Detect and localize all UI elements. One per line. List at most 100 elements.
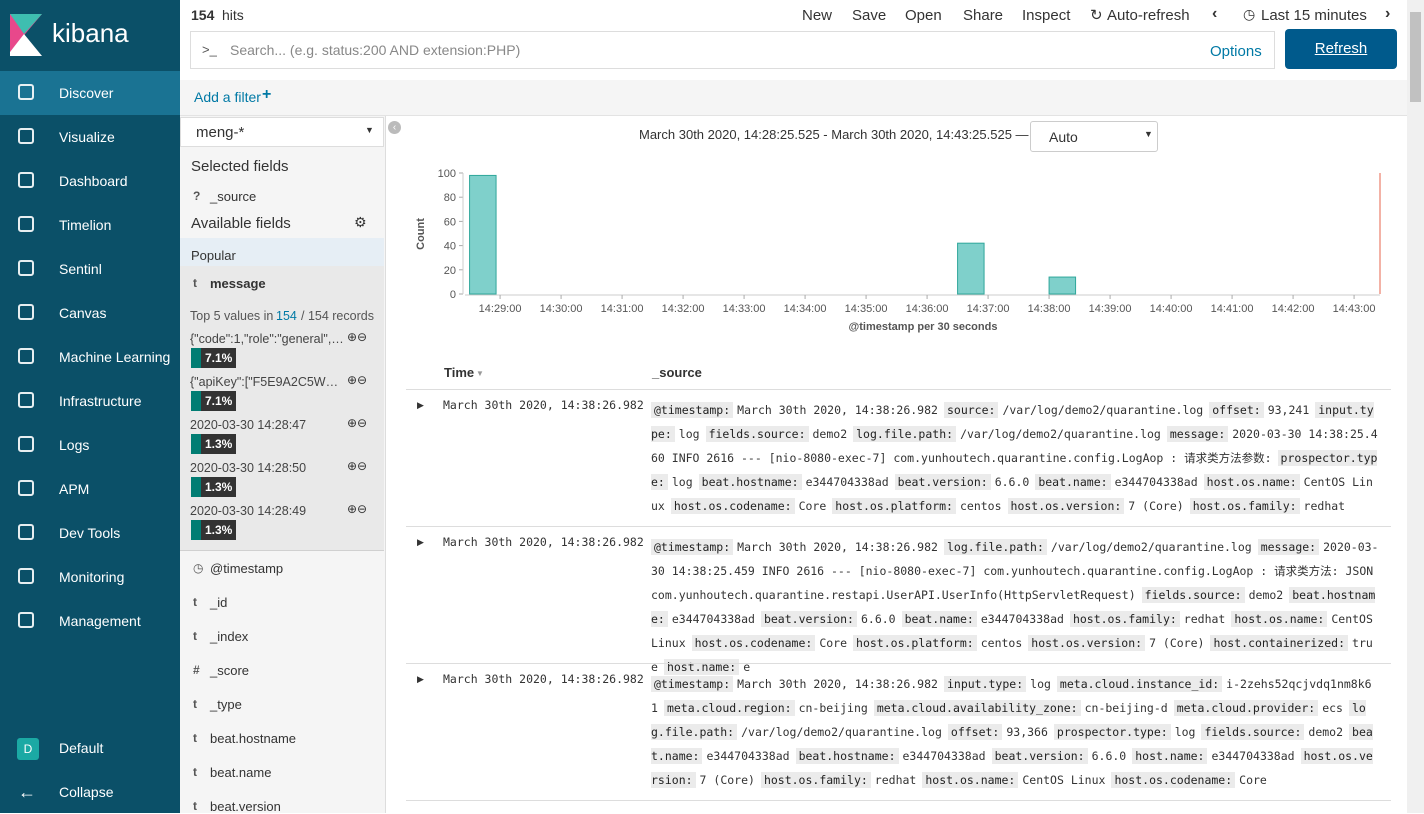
filter-icons[interactable]: ⊕⊖	[347, 330, 368, 344]
field-key: beat.name:	[1035, 474, 1111, 490]
field-value: cn-beijing	[798, 701, 868, 715]
filter-icons[interactable]: ⊕⊖	[347, 416, 368, 430]
field-value: /var/log/demo2/quarantine.log	[1002, 403, 1204, 417]
field-name[interactable]: _source	[210, 189, 257, 204]
nav-item[interactable]: Timelion	[0, 203, 180, 247]
add-filter[interactable]: Add a filter	[194, 89, 261, 105]
menu-item[interactable]: Share	[963, 7, 1004, 24]
menu-item[interactable]: Save	[852, 7, 887, 24]
expand-toggle[interactable]: ▶	[417, 674, 424, 684]
nav-item[interactable]: Visualize	[0, 115, 180, 159]
x-tick-label: 14:29:00	[479, 303, 522, 315]
field-key: meta.cloud.provider:	[1173, 700, 1319, 716]
section-title: Available fields	[191, 215, 291, 232]
top5-count[interactable]: 154	[276, 309, 297, 323]
sidebar: kibana Discover Visualize Dashboard Timelio…	[0, 0, 180, 813]
field-value: i-2zehs52qcjvdq1nm8k61	[651, 677, 1372, 715]
settings-gear[interactable]: ⚙	[354, 214, 367, 230]
nav-item[interactable]: Machine Learning	[0, 335, 180, 379]
field-name[interactable]: beat.name	[210, 765, 272, 780]
field-key: beat.version:	[894, 474, 991, 490]
interval-select[interactable]: Auto ▼	[1030, 121, 1158, 152]
index-select[interactable]: meng-* ▼	[180, 117, 384, 147]
histogram: 0 20 40 60 80 100 Count 14:29:00 14:30:00 14:31:0…	[415, 168, 1381, 333]
bar[interactable]	[957, 242, 985, 295]
field-value: e344704338ad	[706, 749, 790, 763]
menu-item[interactable]: New	[802, 7, 833, 24]
scroll-thumb[interactable]	[1410, 12, 1421, 102]
nav-item[interactable]: Discover	[0, 71, 180, 115]
nav-item[interactable]: Monitoring	[0, 555, 180, 599]
space-name[interactable]: Default	[59, 740, 104, 756]
field-value: demo2	[1308, 725, 1344, 739]
field-value: 2020-03-30 14:38:25.460 INFO 2616 --- [n…	[651, 427, 1378, 465]
field-value: 6.6.0	[860, 612, 896, 626]
field-value: /var/log/demo2/quarantine.log	[741, 725, 942, 739]
collapse-panel[interactable]: ‹	[388, 121, 401, 134]
filter-icons[interactable]: ⊕⊖	[347, 502, 368, 516]
expand-toggle[interactable]: ▶	[417, 537, 424, 547]
bar[interactable]	[1048, 276, 1077, 295]
field-value: /var/log/demo2/quarantine.log	[960, 427, 1161, 441]
filter-icons[interactable]: ⊕⊖	[347, 373, 368, 387]
field-value: 2020-03-30 14:38:25.459 INFO 2616 --- [n…	[651, 540, 1379, 602]
field-name[interactable]: message	[210, 276, 266, 291]
time-range[interactable]: Last 15 minutes	[1261, 7, 1367, 24]
auto-refresh[interactable]: Auto-refresh	[1107, 7, 1190, 24]
top-value: 2020-03-30 14:28:49	[190, 504, 307, 518]
row-rule	[406, 800, 1391, 801]
x-tick-label: 14:35:00	[845, 303, 888, 315]
field-key: host.os.version:	[1007, 498, 1125, 514]
nav-item[interactable]: Sentinl	[0, 247, 180, 291]
field-type: ?	[193, 189, 201, 203]
collapse[interactable]: Collapse	[59, 784, 114, 800]
refresh-button[interactable]: Refresh	[1285, 29, 1397, 69]
field-name[interactable]: @timestamp	[210, 561, 284, 576]
field-value: log	[1030, 677, 1051, 691]
search-placeholder: Search... (e.g. status:200 AND extension…	[230, 42, 521, 58]
x-tick-label: 14:31:00	[601, 303, 644, 315]
percent-label: 1.3%	[201, 434, 237, 454]
row-rule	[406, 526, 1391, 527]
sort-caret[interactable]: ▼	[476, 369, 484, 378]
space-badge[interactable]: D	[17, 738, 39, 760]
field-key: beat.hostname:	[795, 748, 899, 764]
column-header[interactable]: Time	[444, 365, 475, 380]
field-name[interactable]: beat.hostname	[210, 731, 297, 746]
next-time[interactable]: ›	[1385, 5, 1391, 22]
prev-time[interactable]: ‹	[1212, 5, 1218, 22]
nav-label: APM	[59, 481, 90, 497]
nav-item[interactable]: APM	[0, 467, 180, 511]
options[interactable]: Options	[1210, 43, 1262, 60]
field-name[interactable]: _id	[210, 595, 228, 610]
add-filter-plus[interactable]: +	[262, 86, 272, 103]
expand-toggle[interactable]: ▶	[417, 400, 424, 410]
nav-item[interactable]: Dashboard	[0, 159, 180, 203]
x-tick-label: 14:40:00	[1150, 303, 1193, 315]
field-value: 7 (Core)	[1128, 499, 1184, 513]
menu-item[interactable]: Inspect	[1022, 7, 1071, 24]
bar[interactable]	[469, 174, 497, 295]
field-key: host.os.codename:	[1111, 772, 1236, 788]
fields-panel: meng-* ▼ ‹ Selected fields? _source Available…	[180, 115, 401, 814]
field-name[interactable]: _score	[210, 663, 250, 678]
field-value: e	[743, 660, 751, 674]
x-tick-label: 14:30:00	[540, 303, 583, 315]
field-key: host.containerized:	[1210, 635, 1349, 651]
nav-item[interactable]: Logs	[0, 423, 180, 467]
collapse-arrow[interactable]: ←	[18, 782, 36, 802]
search-bar[interactable]: >_ Search... (e.g. status:200 AND extensi…	[190, 31, 1275, 69]
menu-item[interactable]: Open	[905, 7, 942, 24]
filter-icons[interactable]: ⊕⊖	[347, 459, 368, 473]
field-value: e344704338ad	[1211, 749, 1295, 763]
nav-item[interactable]: Canvas	[0, 291, 180, 335]
x-tick-label: 14:32:00	[662, 303, 705, 315]
field-name[interactable]: _index	[210, 629, 249, 644]
nav-item[interactable]: Dev Tools	[0, 511, 180, 555]
field-name[interactable]: beat.version	[210, 799, 281, 814]
row-source: @timestamp: March 30th 2020, 14:38:26.982…	[651, 398, 1379, 518]
popular-title: Popular	[191, 248, 236, 263]
field-name[interactable]: _type	[210, 697, 242, 712]
nav-item[interactable]: Management	[0, 599, 180, 643]
nav-item[interactable]: Infrastructure	[0, 379, 180, 423]
